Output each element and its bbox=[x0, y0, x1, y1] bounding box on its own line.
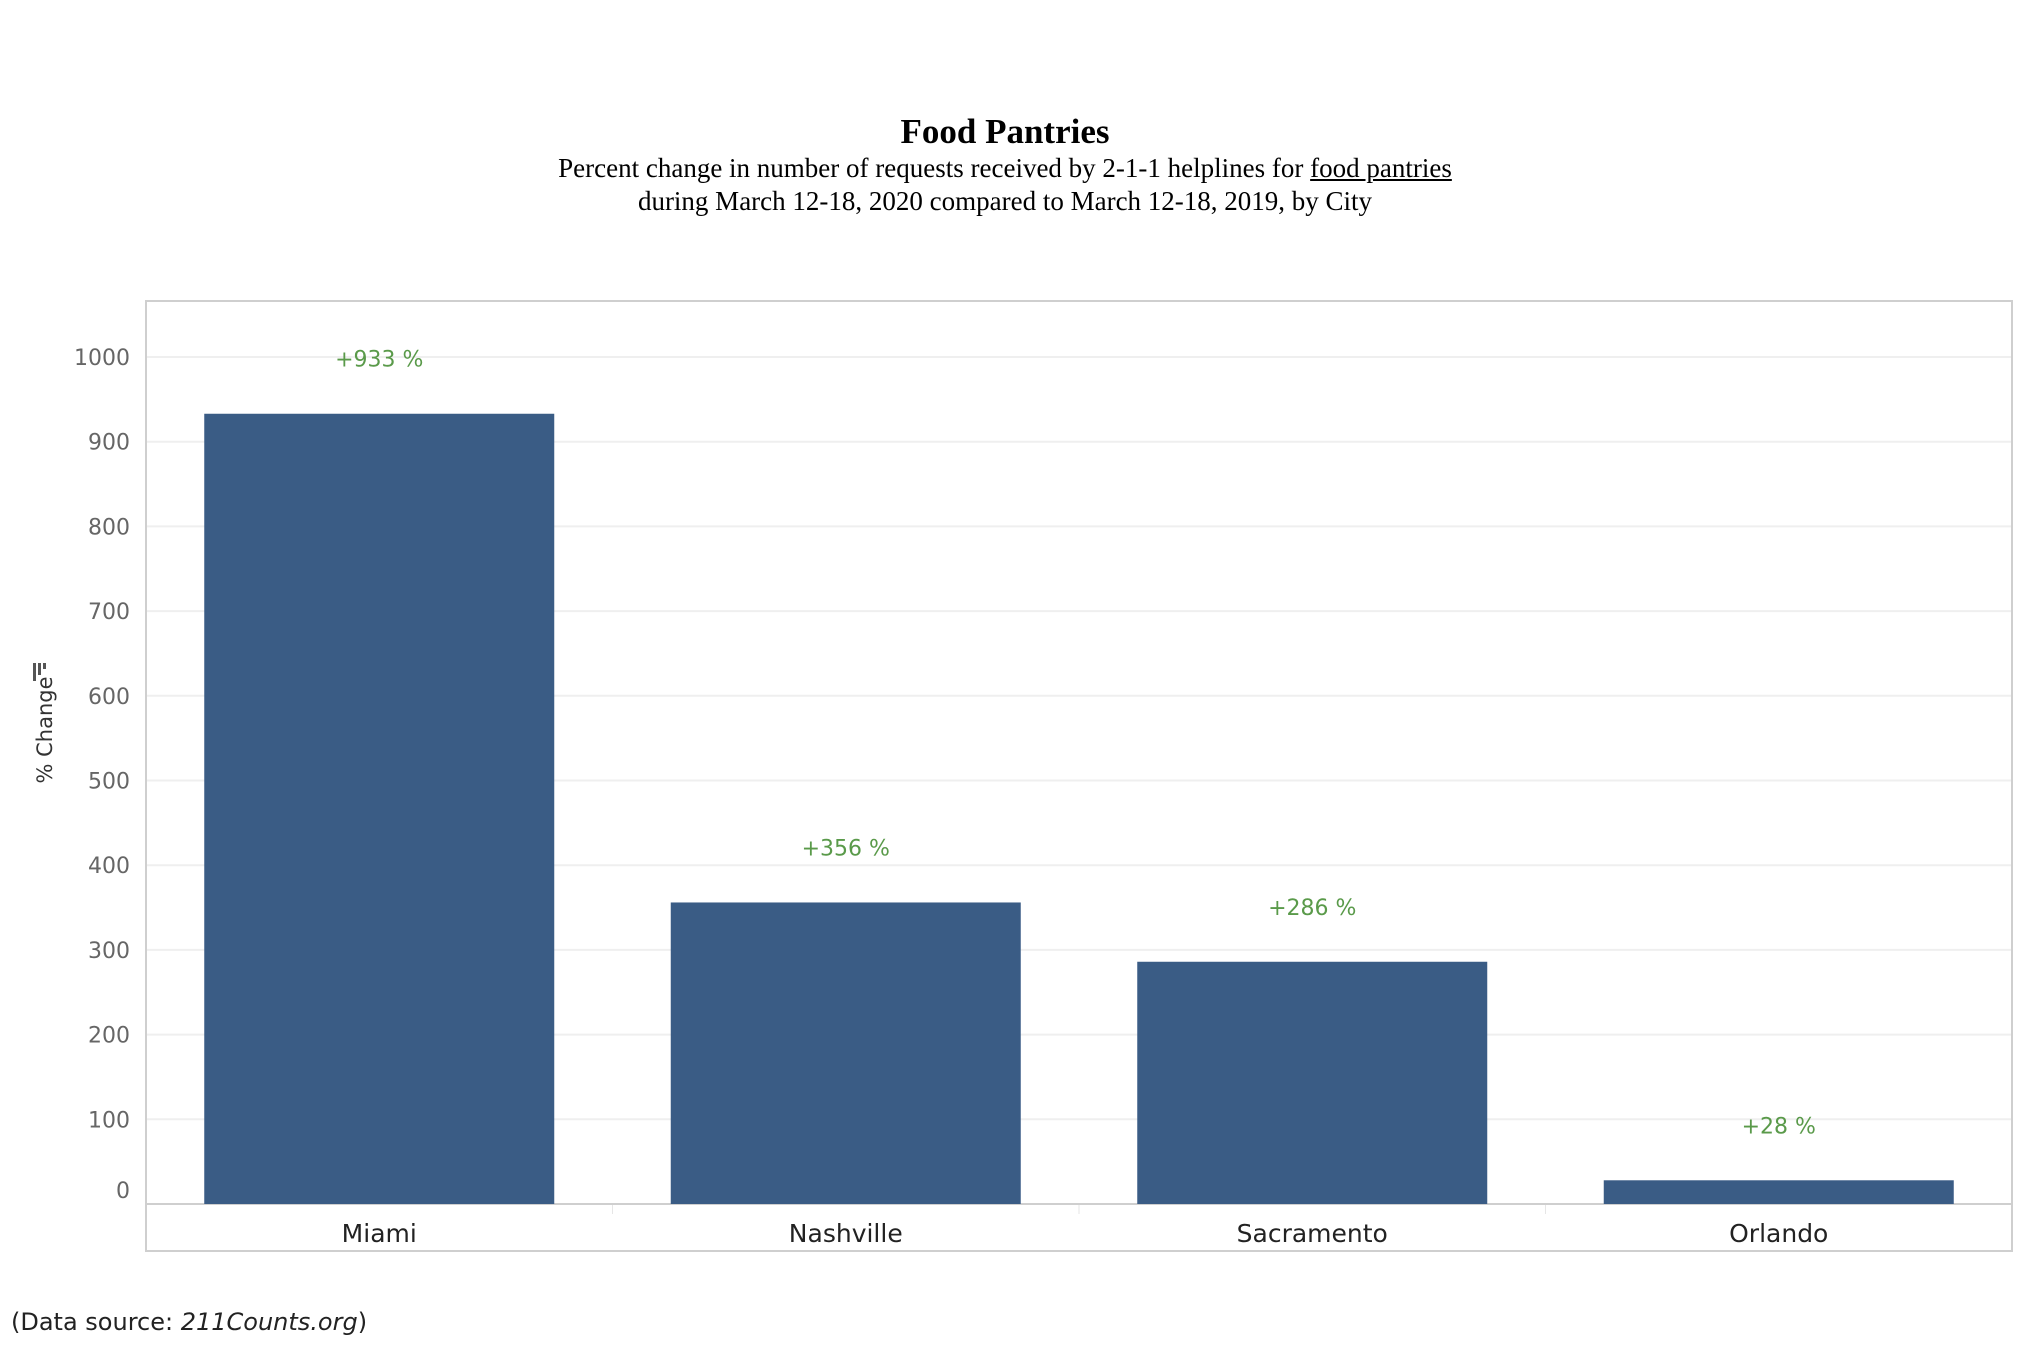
bar bbox=[204, 413, 555, 1204]
y-tick-label: 0 bbox=[116, 1179, 130, 1204]
y-tick-label: 400 bbox=[88, 854, 130, 879]
plot-frame bbox=[145, 300, 2013, 1252]
y-tick-label: 100 bbox=[88, 1108, 130, 1133]
source-suffix: ) bbox=[357, 1308, 368, 1336]
subtitle-prefix: Percent change in number of requests rec… bbox=[558, 153, 1311, 183]
subtitle-link[interactable]: food pantries bbox=[1310, 153, 1452, 183]
data-label: +28 % bbox=[1742, 1114, 1816, 1139]
y-tick-label: 200 bbox=[88, 1024, 130, 1049]
data-label: +933 % bbox=[335, 348, 423, 373]
y-tick-label: 800 bbox=[88, 515, 130, 540]
data-labels: +933 % +356 % +286 % +28 % bbox=[335, 348, 1816, 1140]
data-label: +286 % bbox=[1268, 896, 1356, 921]
chart-subtitle-line1: Percent change in number of requests rec… bbox=[0, 152, 2010, 185]
y-tick-label: 1000 bbox=[74, 346, 130, 371]
chart-title: Food Pantries bbox=[900, 112, 1110, 151]
x-tick-label: Nashville bbox=[789, 1219, 903, 1248]
bars bbox=[204, 413, 1954, 1204]
sort-icon[interactable] bbox=[33, 663, 46, 681]
data-source: (Data source: 211Counts.org) bbox=[11, 1308, 367, 1336]
y-axis-label: % Change bbox=[33, 676, 57, 783]
bar bbox=[670, 902, 1021, 1204]
bar bbox=[1137, 961, 1488, 1204]
y-tick-label: 300 bbox=[88, 939, 130, 964]
y-tick-label: 600 bbox=[88, 685, 130, 710]
x-tick-label: Sacramento bbox=[1237, 1219, 1388, 1248]
y-tick-label: 900 bbox=[88, 431, 130, 456]
y-tick-label: 500 bbox=[88, 770, 130, 795]
chart-subtitle-line2: during March 12-18, 2020 compared to Mar… bbox=[637, 186, 1373, 216]
y-tick-label: 700 bbox=[88, 600, 130, 625]
x-tick-label: Miami bbox=[342, 1219, 417, 1248]
source-prefix: (Data source: bbox=[11, 1308, 181, 1336]
x-tick-label: Orlando bbox=[1729, 1219, 1828, 1248]
x-axis-labels: Miami Nashville Sacramento Orlando bbox=[342, 1205, 1828, 1248]
y-axis-ticks: 0 100 200 300 400 500 600 700 800 900 1000 bbox=[74, 346, 130, 1204]
bar bbox=[1603, 1180, 1954, 1204]
data-label: +356 % bbox=[802, 836, 890, 861]
source-name[interactable]: 211Counts.org bbox=[180, 1308, 358, 1336]
